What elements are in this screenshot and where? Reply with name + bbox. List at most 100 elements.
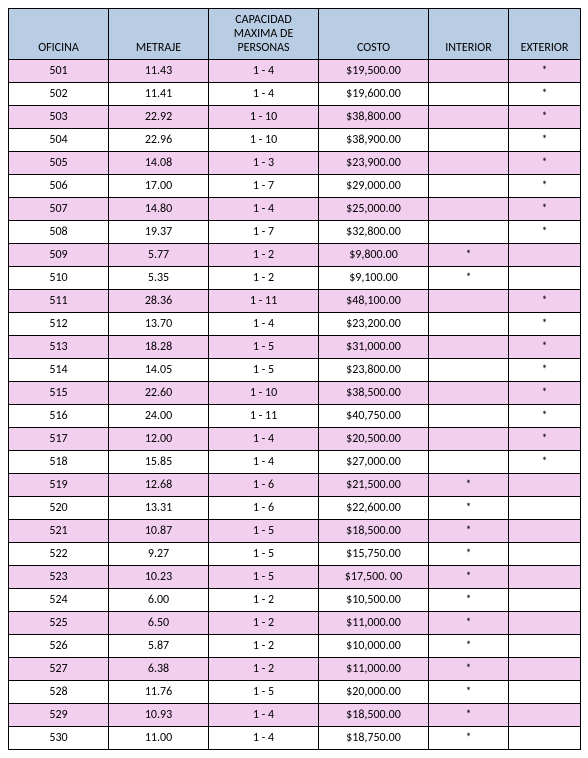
cell-cap: 1 - 3 [209, 152, 319, 175]
table-body: 50111.431 - 4$19,500.00*50211.411 - 4$19… [9, 60, 581, 750]
cell-metraje: 28.36 [109, 290, 209, 313]
cell-metraje: 22.96 [109, 129, 209, 152]
cell-cap: 1 - 4 [209, 451, 319, 474]
cell-cap: 1 - 4 [209, 83, 319, 106]
cell-oficina: 511 [9, 290, 109, 313]
cell-metraje: 17.00 [109, 175, 209, 198]
cell-exterior: * [509, 152, 581, 175]
cell-exterior: * [509, 290, 581, 313]
cell-costo: $17,500. 00 [319, 566, 429, 589]
cell-cap: 1 - 10 [209, 106, 319, 129]
cell-exterior: * [509, 359, 581, 382]
col-header-exterior: EXTERIOR [509, 9, 581, 60]
cell-interior: * [429, 658, 509, 681]
cell-cap: 1 - 11 [209, 405, 319, 428]
cell-oficina: 502 [9, 83, 109, 106]
cell-cap: 1 - 11 [209, 290, 319, 313]
cell-metraje: 6.00 [109, 589, 209, 612]
cell-metraje: 14.80 [109, 198, 209, 221]
cell-costo: $18,750.00 [319, 727, 429, 750]
cell-oficina: 505 [9, 152, 109, 175]
cell-cap: 1 - 2 [209, 589, 319, 612]
cell-metraje: 11.76 [109, 681, 209, 704]
cell-exterior: * [509, 405, 581, 428]
cell-interior [429, 336, 509, 359]
cell-costo: $38,800.00 [319, 106, 429, 129]
table-row: 53011.001 - 4$18,750.00* [9, 727, 581, 750]
cell-interior [429, 221, 509, 244]
cell-cap: 1 - 4 [209, 428, 319, 451]
cell-interior: * [429, 244, 509, 267]
cell-oficina: 501 [9, 60, 109, 83]
cell-interior: * [429, 635, 509, 658]
table-row: 51815.851 - 4$27,000.00* [9, 451, 581, 474]
table-row: 50514.081 - 3$23,900.00* [9, 152, 581, 175]
cell-metraje: 18.28 [109, 336, 209, 359]
cell-metraje: 11.41 [109, 83, 209, 106]
cell-interior [429, 198, 509, 221]
cell-costo: $15,750.00 [319, 543, 429, 566]
cell-metraje: 11.43 [109, 60, 209, 83]
table-row: 52910.931 - 4$18,500.00* [9, 704, 581, 727]
table-row: 50422.961 - 10$38,900.00* [9, 129, 581, 152]
office-table: OFICINA METRAJE CAPACIDAD MAXIMA DE PERS… [8, 8, 581, 750]
cell-oficina: 507 [9, 198, 109, 221]
cell-cap: 1 - 4 [209, 313, 319, 336]
cell-interior [429, 313, 509, 336]
cell-cap: 1 - 5 [209, 566, 319, 589]
cell-exterior [509, 566, 581, 589]
cell-costo: $19,500.00 [319, 60, 429, 83]
cell-costo: $29,000.00 [319, 175, 429, 198]
cell-metraje: 5.35 [109, 267, 209, 290]
cell-exterior [509, 497, 581, 520]
cell-costo: $19,600.00 [319, 83, 429, 106]
table-row: 5229.271 - 5$15,750.00* [9, 543, 581, 566]
cell-cap: 1 - 4 [209, 727, 319, 750]
cell-cap: 1 - 7 [209, 175, 319, 198]
cell-metraje: 14.05 [109, 359, 209, 382]
cell-metraje: 12.00 [109, 428, 209, 451]
table-row: 5276.381 - 2$11,000.00* [9, 658, 581, 681]
cell-interior: * [429, 474, 509, 497]
cell-exterior: * [509, 129, 581, 152]
cell-exterior [509, 704, 581, 727]
cell-interior: * [429, 543, 509, 566]
cell-costo: $11,000.00 [319, 612, 429, 635]
cell-exterior [509, 474, 581, 497]
cell-exterior: * [509, 175, 581, 198]
col-header-oficina: OFICINA [9, 9, 109, 60]
cell-oficina: 517 [9, 428, 109, 451]
cell-metraje: 22.60 [109, 382, 209, 405]
table-row: 5256.501 - 2$11,000.00* [9, 612, 581, 635]
cell-exterior [509, 612, 581, 635]
table-row: 52811.761 - 5$20,000.00* [9, 681, 581, 704]
col-header-cap: CAPACIDAD MAXIMA DE PERSONAS [209, 9, 319, 60]
cell-cap: 1 - 6 [209, 474, 319, 497]
cell-costo: $40,750.00 [319, 405, 429, 428]
cell-interior [429, 83, 509, 106]
cell-oficina: 523 [9, 566, 109, 589]
cell-interior [429, 60, 509, 83]
table-row: 51318.281 - 5$31,000.00* [9, 336, 581, 359]
cell-cap: 1 - 5 [209, 359, 319, 382]
cell-metraje: 5.77 [109, 244, 209, 267]
table-row: 51712.001 - 4$20,500.00* [9, 428, 581, 451]
cell-metraje: 10.23 [109, 566, 209, 589]
cell-cap: 1 - 5 [209, 543, 319, 566]
cell-interior: * [429, 681, 509, 704]
cell-interior [429, 152, 509, 175]
table-row: 51624.001 - 11$40,750.00* [9, 405, 581, 428]
cell-interior [429, 405, 509, 428]
cell-costo: $20,500.00 [319, 428, 429, 451]
table-row: 52310.231 - 5$17,500. 00* [9, 566, 581, 589]
cell-metraje: 6.38 [109, 658, 209, 681]
table-row: 50617.001 - 7$29,000.00* [9, 175, 581, 198]
cell-metraje: 12.68 [109, 474, 209, 497]
table-row: 5105.351 - 2$9,100.00* [9, 267, 581, 290]
table-row: 51414.051 - 5$23,800.00* [9, 359, 581, 382]
cell-oficina: 512 [9, 313, 109, 336]
cell-oficina: 524 [9, 589, 109, 612]
cell-exterior: * [509, 60, 581, 83]
cell-costo: $21,500.00 [319, 474, 429, 497]
cell-costo: $38,500.00 [319, 382, 429, 405]
